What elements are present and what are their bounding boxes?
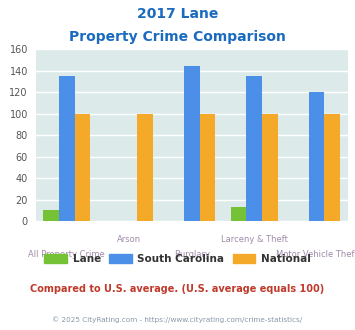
Legend: Lane, South Carolina, National: Lane, South Carolina, National: [40, 249, 315, 268]
Text: Motor Vehicle Theft: Motor Vehicle Theft: [276, 250, 355, 259]
Text: 2017 Lane: 2017 Lane: [137, 7, 218, 20]
Text: © 2025 CityRating.com - https://www.cityrating.com/crime-statistics/: © 2025 CityRating.com - https://www.city…: [53, 317, 302, 323]
Bar: [59, 76, 75, 221]
Text: All Property Crime: All Property Crime: [28, 250, 105, 259]
Bar: [75, 114, 90, 221]
Bar: [43, 211, 59, 221]
Text: Compared to U.S. average. (U.S. average equals 100): Compared to U.S. average. (U.S. average …: [31, 284, 324, 294]
Bar: [309, 92, 324, 221]
Bar: [262, 114, 278, 221]
Text: Property Crime Comparison: Property Crime Comparison: [69, 30, 286, 44]
Bar: [246, 76, 262, 221]
Bar: [200, 114, 215, 221]
Bar: [324, 114, 340, 221]
Bar: [137, 114, 153, 221]
Text: Arson: Arson: [117, 235, 141, 244]
Text: Burglary: Burglary: [174, 250, 210, 259]
Bar: [184, 66, 200, 221]
Bar: [231, 207, 246, 221]
Text: Larceny & Theft: Larceny & Theft: [221, 235, 288, 244]
